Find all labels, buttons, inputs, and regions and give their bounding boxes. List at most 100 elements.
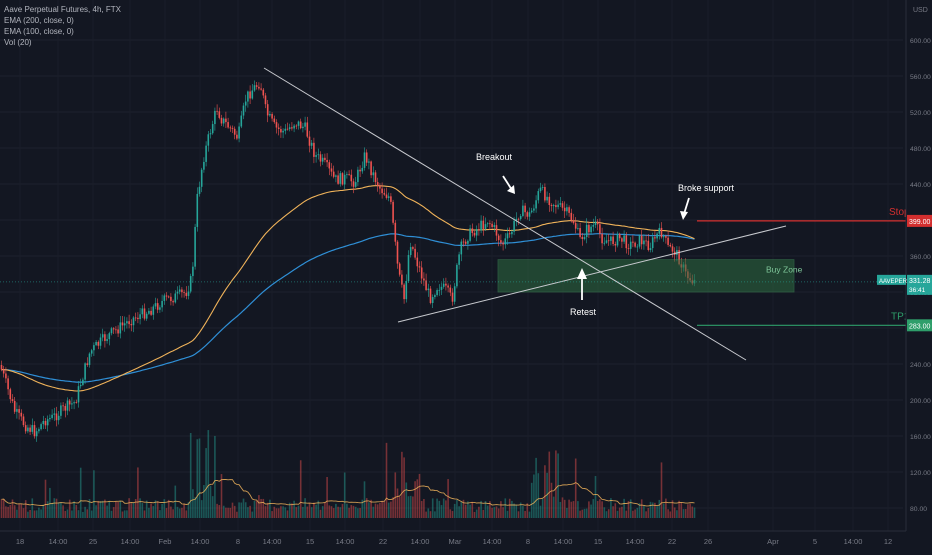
candle-body — [209, 133, 212, 135]
volume-bar — [269, 499, 271, 518]
candle-body — [328, 162, 331, 169]
volume-bar — [167, 499, 170, 518]
time-tick-label: 8 — [236, 537, 240, 546]
volume-bar — [44, 479, 47, 518]
countdown-tag-text: 36:41 — [909, 287, 926, 294]
tp1-price-tag[interactable] — [907, 319, 932, 332]
candle-body — [559, 203, 562, 205]
candle-body — [75, 402, 78, 403]
volume-bar — [524, 510, 526, 518]
candle-body — [574, 223, 577, 229]
candle-body — [310, 142, 313, 146]
time-tick-label: 12 — [884, 537, 892, 546]
candle-body — [222, 118, 225, 124]
candle-body — [412, 247, 414, 249]
candle-body — [436, 290, 438, 296]
time-tick-label: Apr — [767, 537, 779, 546]
candle-body — [379, 185, 381, 189]
volume-bar — [86, 509, 89, 518]
candle-body — [621, 238, 623, 242]
legend-symbol-title[interactable]: Aave Perpetual Futures, 4h, FTX — [4, 5, 121, 14]
volume-bar — [229, 507, 232, 518]
volume-bar — [568, 499, 570, 518]
legend-ema100[interactable]: EMA (100, close, 0) — [4, 27, 74, 36]
volume-bar — [77, 510, 80, 518]
volume-bar — [84, 506, 86, 518]
volume-bar — [178, 508, 181, 518]
buy-zone[interactable] — [497, 259, 795, 293]
volume-bar — [154, 500, 157, 518]
time-tick-label: 5 — [813, 537, 817, 546]
candle-body — [205, 145, 207, 162]
volume-bar — [383, 501, 386, 518]
candle-body — [519, 216, 522, 219]
candle-body — [183, 292, 185, 293]
volume-bar — [244, 502, 247, 518]
stop-price-tag[interactable] — [907, 214, 932, 227]
volume-bar — [654, 502, 656, 518]
volume-bar — [561, 497, 564, 518]
legend-volume[interactable]: Vol (20) — [4, 38, 32, 47]
legend-ema200[interactable]: EMA (200, close, 0) — [4, 16, 74, 25]
volume-bar — [145, 500, 148, 518]
candle-body — [647, 240, 650, 251]
volume-bar — [533, 474, 535, 518]
volume-bar — [211, 496, 214, 518]
volume-bar — [286, 510, 289, 518]
candle-body — [134, 317, 137, 319]
volume-bar — [218, 505, 221, 518]
candle-body — [277, 127, 280, 130]
candle-body — [605, 240, 608, 243]
time-tick-label: Feb — [159, 537, 172, 546]
candle-body — [249, 91, 251, 99]
volume-bar — [306, 506, 309, 518]
candle-body — [480, 220, 482, 231]
time-tick-label: 14:00 — [263, 537, 282, 546]
volume-bar — [552, 496, 555, 518]
descending-trendline[interactable] — [263, 67, 747, 361]
volume-bar — [148, 507, 150, 518]
candle-body — [198, 186, 201, 194]
volume-bar — [643, 505, 645, 518]
volume-bar — [368, 502, 370, 518]
ticker-tag[interactable] — [877, 274, 906, 285]
volume-bar — [238, 502, 240, 518]
volume-bar — [660, 462, 663, 518]
candle-body — [526, 212, 529, 217]
candle-body — [5, 373, 7, 379]
volume-bar — [425, 511, 427, 518]
candle-body — [643, 240, 645, 245]
volume-bar — [357, 508, 359, 518]
volume-bar — [29, 509, 31, 518]
volume-bar — [176, 506, 179, 518]
volume-bar — [123, 510, 126, 518]
volume-bar — [266, 502, 269, 518]
candle-body — [211, 124, 214, 134]
candle-body — [352, 181, 355, 187]
candle-body — [390, 196, 392, 202]
ascending-trendline[interactable] — [397, 225, 787, 323]
volume-bar — [130, 503, 133, 518]
volume-bar — [299, 460, 302, 518]
candle-body — [275, 122, 278, 128]
volume-bar — [680, 502, 683, 518]
time-tick-label: 8 — [526, 537, 530, 546]
last-price-tag[interactable] — [907, 274, 932, 295]
volume-bar — [574, 458, 577, 518]
candle-body — [623, 235, 625, 242]
volume-bar — [304, 498, 306, 518]
candle-body — [253, 85, 256, 91]
volume-bar — [504, 498, 507, 518]
candle-body — [629, 241, 632, 249]
candle-body — [262, 89, 265, 96]
volume-bar — [297, 505, 300, 518]
volume-bar — [337, 506, 339, 518]
volume-bar — [662, 503, 665, 518]
retest-arrowhead — [577, 268, 587, 279]
volume-bar — [247, 507, 249, 518]
candle-body — [396, 241, 399, 264]
candle-body — [200, 169, 203, 187]
candle-body — [106, 339, 108, 341]
